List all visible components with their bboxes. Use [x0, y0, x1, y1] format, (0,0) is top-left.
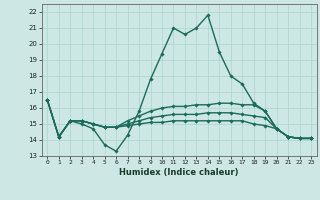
X-axis label: Humidex (Indice chaleur): Humidex (Indice chaleur)	[119, 168, 239, 177]
